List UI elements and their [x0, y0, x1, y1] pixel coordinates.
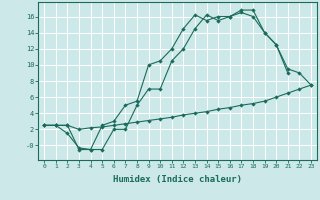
- X-axis label: Humidex (Indice chaleur): Humidex (Indice chaleur): [113, 175, 242, 184]
